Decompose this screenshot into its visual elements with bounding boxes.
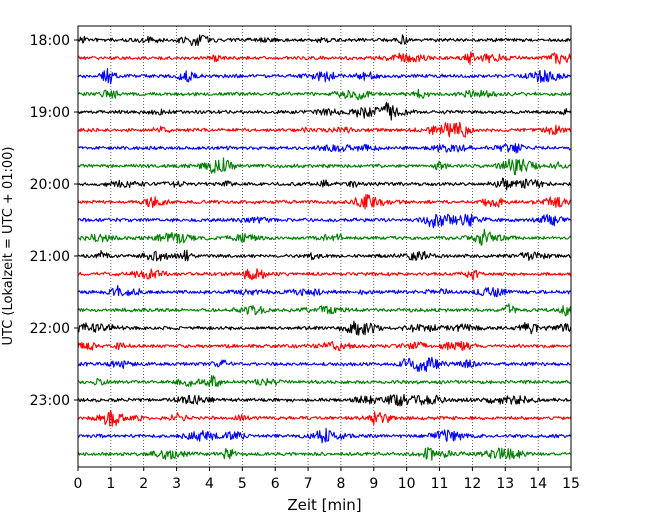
x-tick-label: 1	[106, 476, 115, 492]
x-tick-label: 3	[172, 476, 181, 492]
x-tick-label: 2	[139, 476, 148, 492]
x-tick-label: 14	[529, 476, 547, 492]
x-tick-label: 7	[304, 476, 313, 492]
trace-line	[77, 51, 572, 65]
trace-line	[77, 447, 572, 461]
trace-line	[77, 285, 572, 298]
trace-line	[77, 427, 572, 444]
y-axis-label: UTC (Lokalzeit = UTC + 01:00)	[1, 147, 16, 346]
x-tick-label: 0	[74, 476, 83, 492]
x-tick-label: 5	[238, 476, 247, 492]
x-tick-label: 11	[431, 476, 449, 492]
trace-line	[77, 410, 572, 427]
trace-line	[77, 356, 572, 373]
trace-line	[77, 249, 572, 262]
trace-line	[77, 101, 572, 121]
x-axis-label: Zeit [min]	[287, 496, 361, 514]
y-tick-label: 23:00	[30, 393, 70, 409]
seismic-traces	[77, 34, 572, 461]
x-tick-label: 10	[398, 476, 416, 492]
trace-line	[77, 375, 572, 388]
x-tick-label: 12	[463, 476, 481, 492]
trace-line	[77, 340, 572, 352]
x-tick-label: 9	[369, 476, 378, 492]
trace-line	[77, 320, 572, 336]
trace-line	[77, 303, 572, 317]
trace-line	[77, 88, 572, 101]
y-tick-label: 19:00	[30, 105, 70, 121]
trace-line	[77, 213, 572, 229]
trace-line	[77, 121, 572, 138]
y-tick-label: 18:00	[30, 33, 70, 49]
x-tick-label: 15	[562, 476, 580, 492]
trace-line	[77, 157, 572, 176]
trace-line	[77, 268, 572, 281]
plot-frame	[77, 25, 572, 468]
x-axis-ticks: 0 1 2 3 4 5 6 7 8 9 10 11 12 13 14 15	[74, 467, 580, 492]
trace-line	[77, 194, 572, 210]
y-tick-label: 21:00	[30, 249, 70, 265]
x-tick-label: 8	[336, 476, 345, 492]
trace-line	[77, 177, 572, 191]
trace-line	[77, 228, 572, 246]
x-tick-label: 4	[205, 476, 214, 492]
y-tick-label: 22:00	[30, 321, 70, 337]
y-axis-ticks: 18:00 19:00 20:00 21:00 22:00 23:00	[30, 33, 78, 409]
x-tick-label: 13	[496, 476, 514, 492]
trace-line	[77, 393, 572, 407]
trace-line	[77, 34, 572, 47]
trace-line	[77, 68, 572, 85]
trace-line	[77, 143, 572, 154]
x-tick-label: 6	[271, 476, 280, 492]
y-tick-label: 20:00	[30, 177, 70, 193]
